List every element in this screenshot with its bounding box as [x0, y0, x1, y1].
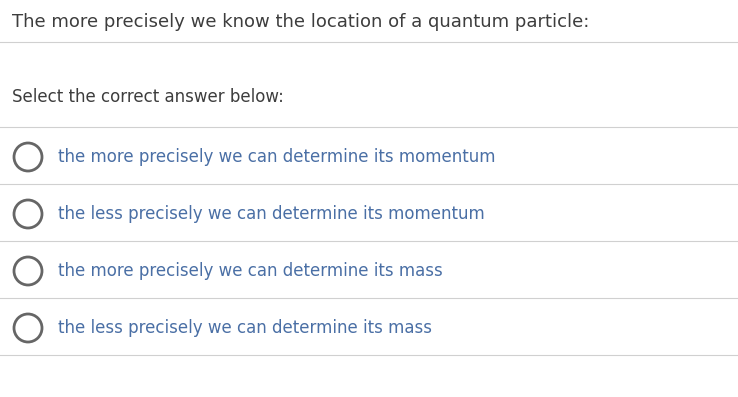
- Text: the less precisely we can determine its momentum: the less precisely we can determine its …: [58, 205, 485, 223]
- Text: the less precisely we can determine its mass: the less precisely we can determine its …: [58, 319, 432, 337]
- Text: the more precisely we can determine its mass: the more precisely we can determine its …: [58, 262, 443, 280]
- Text: the more precisely we can determine its momentum: the more precisely we can determine its …: [58, 148, 495, 166]
- Text: Select the correct answer below:: Select the correct answer below:: [12, 88, 284, 106]
- Text: The more precisely we know the location of a quantum particle:: The more precisely we know the location …: [12, 13, 590, 31]
